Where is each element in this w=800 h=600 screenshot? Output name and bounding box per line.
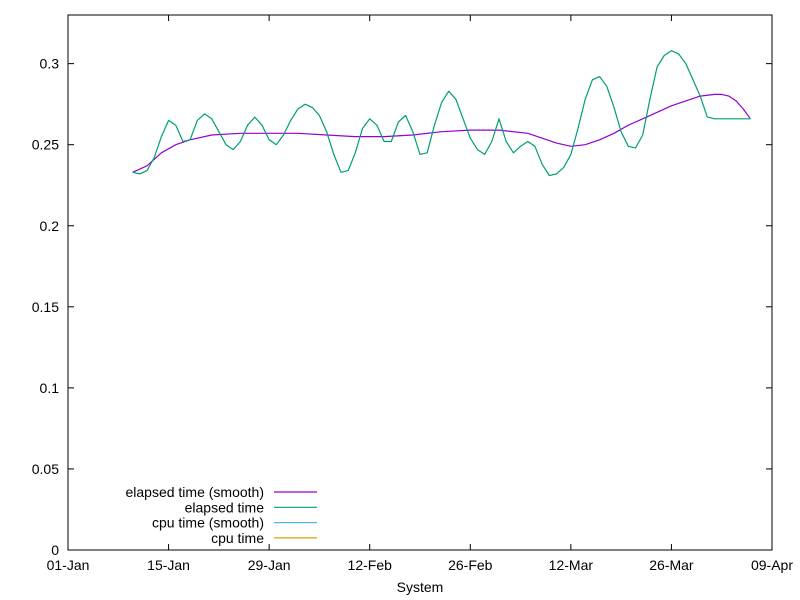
series-line-0 (132, 93, 751, 173)
legend-label: elapsed time (185, 499, 265, 515)
series-layer (132, 50, 751, 177)
y-tick-label: 0.1 (40, 380, 60, 396)
x-tick-label: 26-Feb (448, 557, 493, 573)
legend-label: elapsed time (smooth) (125, 484, 264, 500)
x-tick-label: 29-Jan (248, 557, 291, 573)
y-tick-label: 0.25 (32, 137, 59, 153)
y-tick-label: 0.05 (32, 461, 59, 477)
x-tick-label: 12-Feb (348, 557, 393, 573)
y-tick-label: 0 (51, 542, 59, 558)
x-tick-label: 12-Mar (549, 557, 594, 573)
legend-label: cpu time (smooth) (152, 515, 264, 531)
y-tick-label: 0.2 (40, 218, 60, 234)
series-line-1 (132, 50, 751, 177)
x-tick-label: 01-Jan (47, 557, 90, 573)
y-tick-label: 0.3 (40, 56, 60, 72)
x-tick-label: 09-Apr (751, 557, 793, 573)
axis-ticks: 01-Jan 15-Jan 29-Jan 12-Feb 26-Feb 12-Mar 26-M… (32, 15, 793, 573)
x-tick-label: 15-Jan (147, 557, 190, 573)
plot-area-border (67, 14, 773, 551)
x-tick-label: 26-Mar (649, 557, 694, 573)
x-axis-title: System (397, 579, 444, 595)
legend-label: cpu time (211, 530, 264, 546)
y-tick-label: 0.15 (32, 299, 59, 315)
